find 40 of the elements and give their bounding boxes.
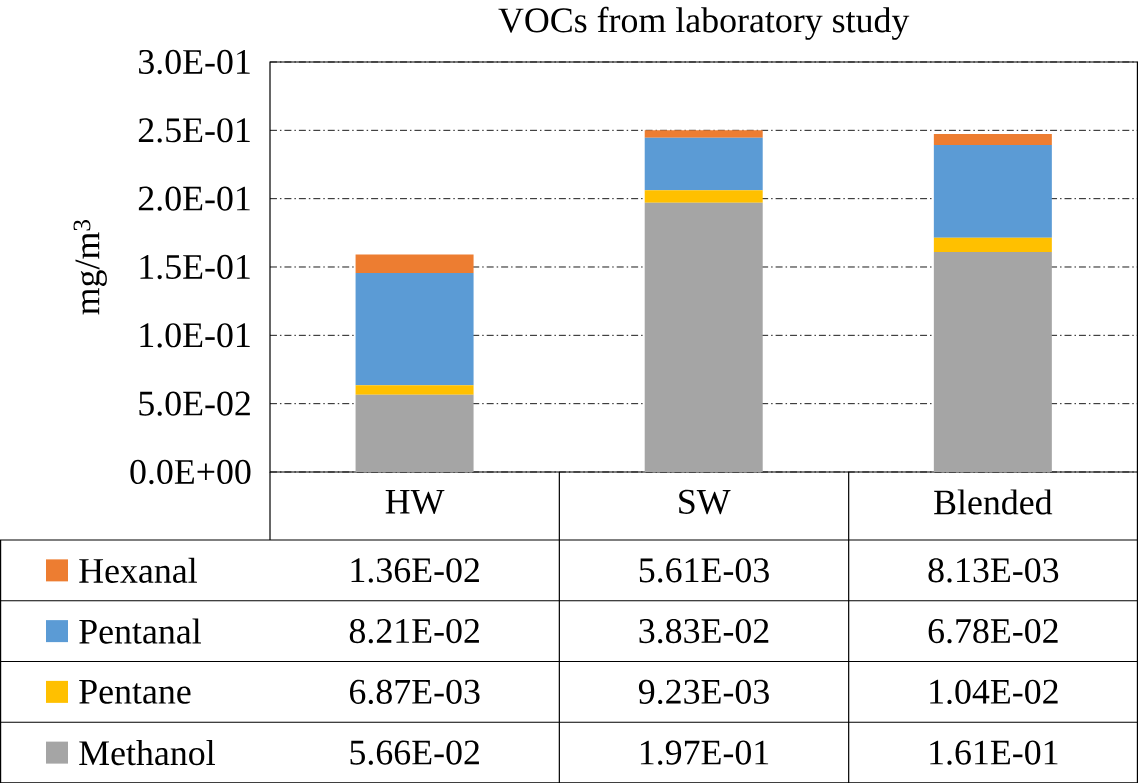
legend-label: Pentanal bbox=[79, 618, 201, 644]
bar bbox=[933, 237, 1052, 252]
y-tick-label: 3.0E-01 bbox=[139, 49, 250, 75]
x-tick-label: Blended bbox=[934, 489, 1053, 515]
data-label: 5.66E-02 bbox=[350, 740, 479, 765]
x-tick-label: SW bbox=[679, 489, 731, 515]
data-label: 1.97E-01 bbox=[640, 740, 769, 765]
data-label: 1.36E-02 bbox=[351, 558, 479, 583]
bar bbox=[933, 145, 1052, 238]
data-label: 6.78E-02 bbox=[928, 618, 1058, 644]
y-tick-label: 2.0E-01 bbox=[138, 186, 250, 211]
bar bbox=[644, 130, 763, 138]
data-label: 6.87E-03 bbox=[349, 679, 480, 705]
bar bbox=[355, 273, 474, 386]
y-tick-label: 5.0E-02 bbox=[139, 391, 250, 416]
chart-title: VOCs from laboratory study bbox=[498, 6, 910, 40]
data-label: 9.23E-03 bbox=[638, 679, 769, 705]
legend-label: Pentane bbox=[79, 679, 191, 704]
legend-label: Hexanal bbox=[79, 557, 197, 583]
bar bbox=[355, 254, 474, 274]
x-tick-label: HW bbox=[385, 489, 445, 515]
data-label: 3.83E-02 bbox=[639, 618, 769, 644]
bar bbox=[355, 394, 474, 472]
bar bbox=[644, 202, 763, 472]
bar bbox=[644, 190, 763, 203]
y-tick-label: 1.5E-01 bbox=[140, 254, 250, 280]
data-label: 1.61E-01 bbox=[930, 740, 1058, 765]
bar bbox=[355, 385, 474, 395]
y-tick-label: 1.0E-01 bbox=[140, 323, 250, 348]
y-tick-label: 0.0E+00 bbox=[130, 459, 251, 485]
legend-label: Methanol bbox=[79, 740, 215, 766]
data-label: 8.13E-03 bbox=[928, 558, 1059, 583]
bar bbox=[933, 251, 1052, 472]
data-label: 5.61E-03 bbox=[639, 558, 769, 583]
y-tick-label: 2.5E-01 bbox=[138, 118, 250, 143]
bar bbox=[644, 137, 763, 191]
bar bbox=[933, 133, 1052, 146]
y-axis-title: mg/m$^{3}$ bbox=[73, 220, 107, 315]
data-label: 1.04E-02 bbox=[930, 679, 1058, 705]
data-label: 8.21E-02 bbox=[349, 618, 479, 644]
